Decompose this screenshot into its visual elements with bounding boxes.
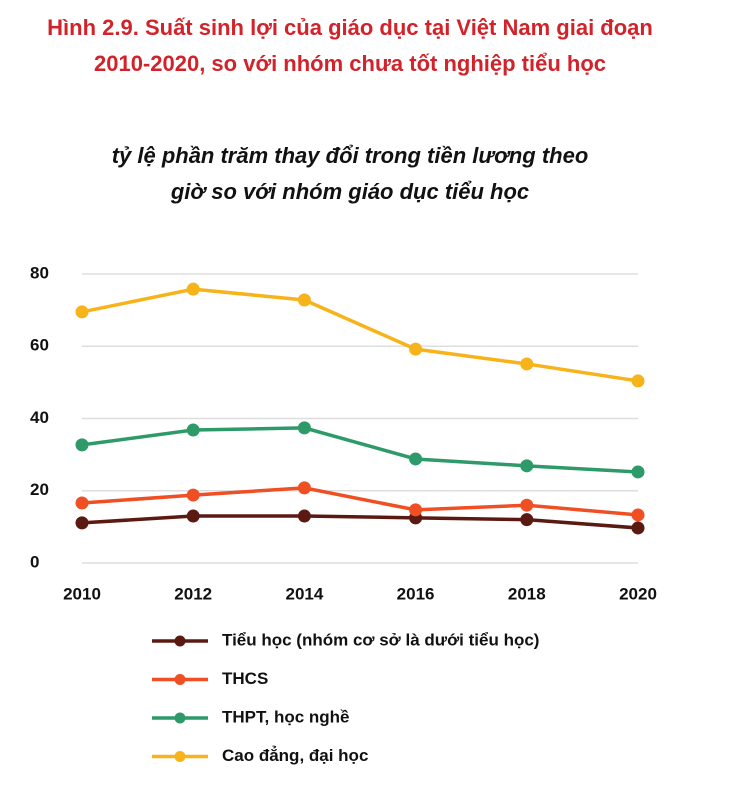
legend-label: Cao đẳng, đại học [222,746,368,765]
data-point [520,357,534,371]
x-tick-label: 2016 [397,584,435,603]
data-point [631,508,645,522]
data-point [186,509,200,523]
series-line [81,514,639,530]
y-tick-label: 0 [30,552,39,571]
data-point [409,452,423,466]
data-point [631,465,645,479]
data-point [75,305,89,319]
legend-label: Tiểu học (nhóm cơ sở là dưới tiểu học) [222,630,539,649]
data-point [409,503,423,517]
data-point [75,516,89,530]
data-point [297,509,311,523]
data-point [409,342,423,356]
chart-title: Hình 2.9. Suất sinh lợi của giáo dục tại… [47,15,653,76]
data-point [186,282,200,296]
y-tick-label: 60 [30,336,49,355]
legend-label: THCS [222,669,268,688]
x-tick-label: 2020 [619,584,657,603]
x-tick-label: 2018 [508,584,546,603]
data-point [520,498,534,512]
legend-marker [174,751,186,762]
data-point [297,481,311,495]
data-point [297,421,311,435]
series-line [81,486,639,517]
data-point [75,496,89,510]
data-point [297,293,311,307]
data-point [631,374,645,388]
data-point [186,488,200,502]
data-point [631,521,645,535]
legend-label: THPT, học nghề [222,707,350,726]
x-tick-label: 2014 [285,584,323,603]
legend-marker [174,635,186,647]
x-tick-label: 2012 [174,584,212,603]
x-tick-label: 2010 [63,584,101,603]
y-tick-label: 40 [30,408,49,427]
data-point [520,459,534,473]
chart-subtitle: tỷ lệ phần trăm thay đổi trong tiền lươn… [111,143,589,204]
legend-marker [174,712,186,724]
data-point [520,513,534,527]
y-tick-label: 80 [30,263,49,282]
y-tick-label: 20 [30,480,49,499]
data-point [75,438,89,452]
series-line [81,287,639,383]
data-point [186,423,200,437]
legend-marker [174,674,186,685]
series-line [81,426,639,474]
